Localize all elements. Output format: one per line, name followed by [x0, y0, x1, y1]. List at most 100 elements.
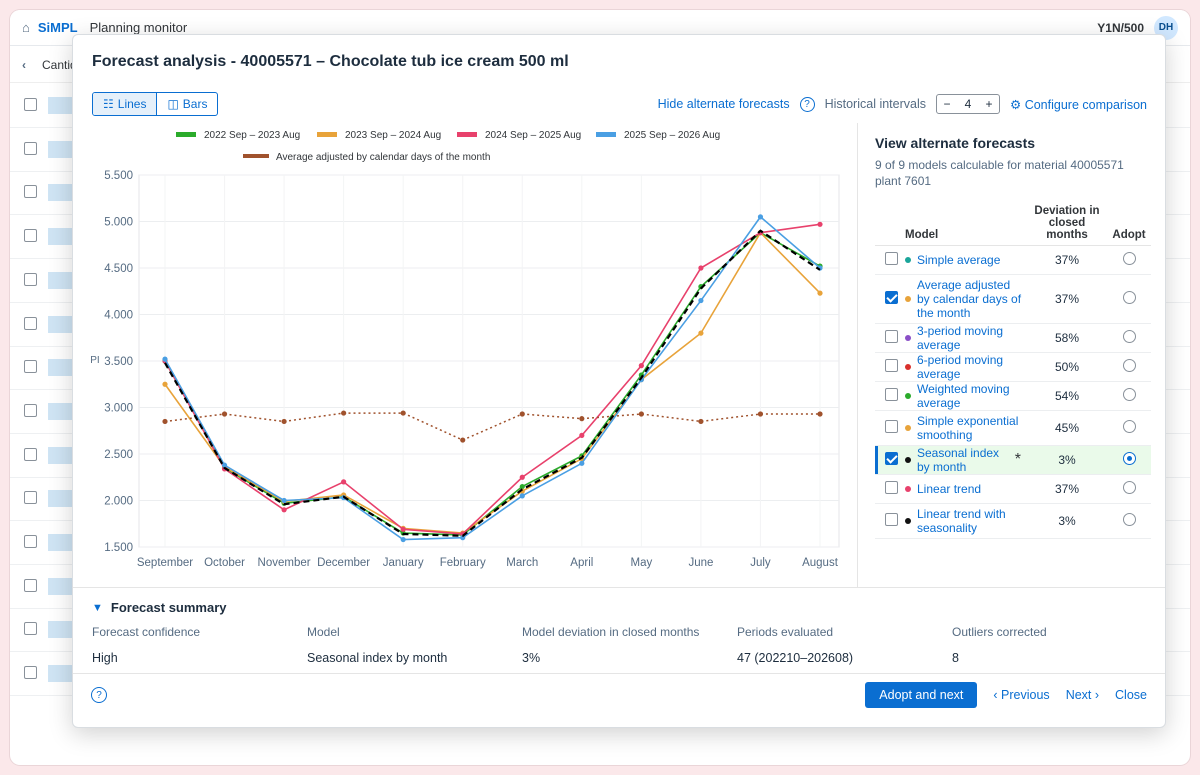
increment-button[interactable]: + — [985, 97, 993, 111]
model-checkbox[interactable] — [885, 452, 898, 465]
model-name-cell: Weighted moving average — [903, 381, 1027, 411]
historical-intervals-value[interactable]: 4 — [964, 97, 972, 111]
adopt-radio[interactable] — [1122, 252, 1136, 265]
model-row[interactable]: 3-period moving average 58% — [875, 323, 1151, 353]
next-link[interactable]: Next › — [1065, 688, 1100, 702]
row-checkbox[interactable] — [24, 98, 37, 111]
adopt-radio[interactable] — [1122, 388, 1136, 401]
x-tick-label: October — [204, 557, 245, 569]
legend-label: 2025 Sep – 2026 Aug — [624, 130, 720, 141]
x-tick-label: January — [383, 557, 424, 569]
model-row[interactable]: Simple average 37% — [875, 245, 1151, 275]
model-checkbox[interactable] — [885, 513, 898, 526]
adopt-radio[interactable] — [1122, 359, 1136, 372]
model-row[interactable]: Simple exponential smoothing 45% — [875, 410, 1151, 446]
close-link[interactable]: Close — [1115, 688, 1147, 702]
series-color-dot — [905, 486, 911, 492]
model-checkbox[interactable] — [885, 481, 898, 494]
adopt-radio[interactable] — [1122, 513, 1136, 526]
adopt-radio[interactable] — [1122, 420, 1136, 433]
model-name-link[interactable]: Linear trend — [917, 482, 982, 496]
data-point — [281, 497, 287, 504]
model-deviation: 3% — [1027, 503, 1107, 539]
row-checkbox[interactable] — [24, 447, 37, 461]
model-checkbox[interactable] — [885, 291, 898, 304]
lines-toggle-button[interactable]: ☷ Lines — [93, 93, 158, 115]
row-checkbox[interactable] — [24, 360, 37, 374]
home-icon[interactable]: ⌂ — [22, 20, 30, 35]
footer-help-icon[interactable]: ? — [91, 687, 107, 703]
y-axis-label: PI — [90, 355, 99, 366]
model-name-link[interactable]: 3-period moving average — [917, 324, 1004, 352]
adopt-cell — [1107, 503, 1151, 539]
model-checkbox-cell — [875, 410, 903, 446]
summary-divider — [73, 587, 1165, 588]
model-row[interactable]: Seasonal index by month * 3% — [875, 445, 1151, 475]
model-name-link[interactable]: Simple average — [917, 253, 1001, 267]
previous-link[interactable]: ‹ Previous — [993, 688, 1050, 702]
data-point — [341, 479, 347, 485]
legend-swatch — [176, 132, 196, 137]
adopt-radio[interactable] — [1122, 481, 1136, 494]
model-checkbox[interactable] — [885, 388, 898, 401]
row-checkbox[interactable] — [24, 272, 37, 286]
row-checkbox[interactable] — [24, 666, 37, 680]
forecast-summary-toggle[interactable]: ▼ Forecast summary — [92, 600, 227, 615]
model-row[interactable]: 6-period moving average 50% — [875, 352, 1151, 382]
summary-label: Forecast confidence — [92, 625, 201, 639]
decrement-button[interactable]: − — [943, 97, 951, 111]
brand-logo[interactable]: SiMPL — [37, 20, 78, 35]
models-table-header: Model Deviation in closed months Adopt — [875, 201, 1151, 246]
model-name-link[interactable]: Simple exponential smoothing — [917, 414, 1019, 442]
help-icon[interactable]: ? — [799, 96, 815, 112]
adopt-cell — [1107, 474, 1151, 504]
model-checkbox[interactable] — [885, 359, 898, 372]
configure-comparison-link[interactable]: ⚙ Configure comparison — [1010, 97, 1147, 112]
data-point — [162, 418, 168, 425]
hide-alternate-forecasts-link[interactable]: Hide alternate forecasts — [657, 97, 790, 111]
model-name-link[interactable]: Linear trend with seasonality — [917, 507, 1006, 535]
data-point — [519, 493, 525, 499]
series-color-dot — [905, 425, 911, 431]
model-checkbox[interactable] — [885, 420, 898, 433]
adopt-cell — [1107, 274, 1151, 324]
adopt-radio[interactable] — [1122, 291, 1136, 304]
model-checkbox[interactable] — [885, 252, 898, 265]
x-tick-label: February — [440, 557, 486, 569]
y-tick-label: 4.500 — [104, 263, 133, 275]
adopt-and-next-button[interactable]: Adopt and next — [865, 682, 978, 708]
model-row[interactable]: Weighted moving average 54% — [875, 381, 1151, 411]
data-point — [757, 411, 764, 417]
x-tick-label: August — [802, 557, 839, 569]
row-checkbox[interactable] — [24, 535, 37, 548]
row-checkbox[interactable] — [24, 316, 37, 330]
model-checkbox[interactable] — [885, 330, 898, 343]
row-checkbox[interactable] — [24, 185, 37, 199]
historical-intervals-label: Historical intervals — [824, 97, 926, 111]
row-checkbox[interactable] — [24, 491, 37, 505]
adopt-cell — [1107, 445, 1151, 475]
alternate-forecasts-title: View alternate forecasts — [875, 135, 1036, 151]
row-checkbox[interactable] — [24, 403, 37, 417]
data-point — [221, 462, 228, 468]
model-row[interactable]: Linear trend 37% — [875, 474, 1151, 504]
data-point — [400, 410, 406, 416]
adopt-cell — [1107, 323, 1151, 353]
data-point — [460, 535, 466, 541]
back-chevron-icon[interactable]: ‹ — [22, 57, 26, 72]
adopt-radio[interactable] — [1122, 452, 1136, 465]
model-name-link[interactable]: Weighted moving average — [917, 382, 1010, 410]
model-name-link[interactable]: Seasonal index by month — [917, 446, 1000, 474]
row-checkbox[interactable] — [24, 141, 37, 155]
data-point — [519, 411, 525, 417]
row-checkbox[interactable] — [24, 578, 37, 592]
model-name-link[interactable]: Average adjusted by calendar days of the… — [917, 278, 1022, 320]
row-checkbox[interactable] — [24, 229, 37, 243]
row-checkbox[interactable] — [24, 622, 37, 636]
model-row[interactable]: Average adjusted by calendar days of the… — [875, 274, 1151, 324]
model-row[interactable]: Linear trend with seasonality 3% — [875, 503, 1151, 539]
bars-toggle-button[interactable]: ◫ Bars — [157, 93, 217, 115]
model-name-link[interactable]: 6-period moving average — [917, 353, 1004, 381]
data-point — [221, 411, 228, 417]
adopt-radio[interactable] — [1122, 330, 1136, 343]
